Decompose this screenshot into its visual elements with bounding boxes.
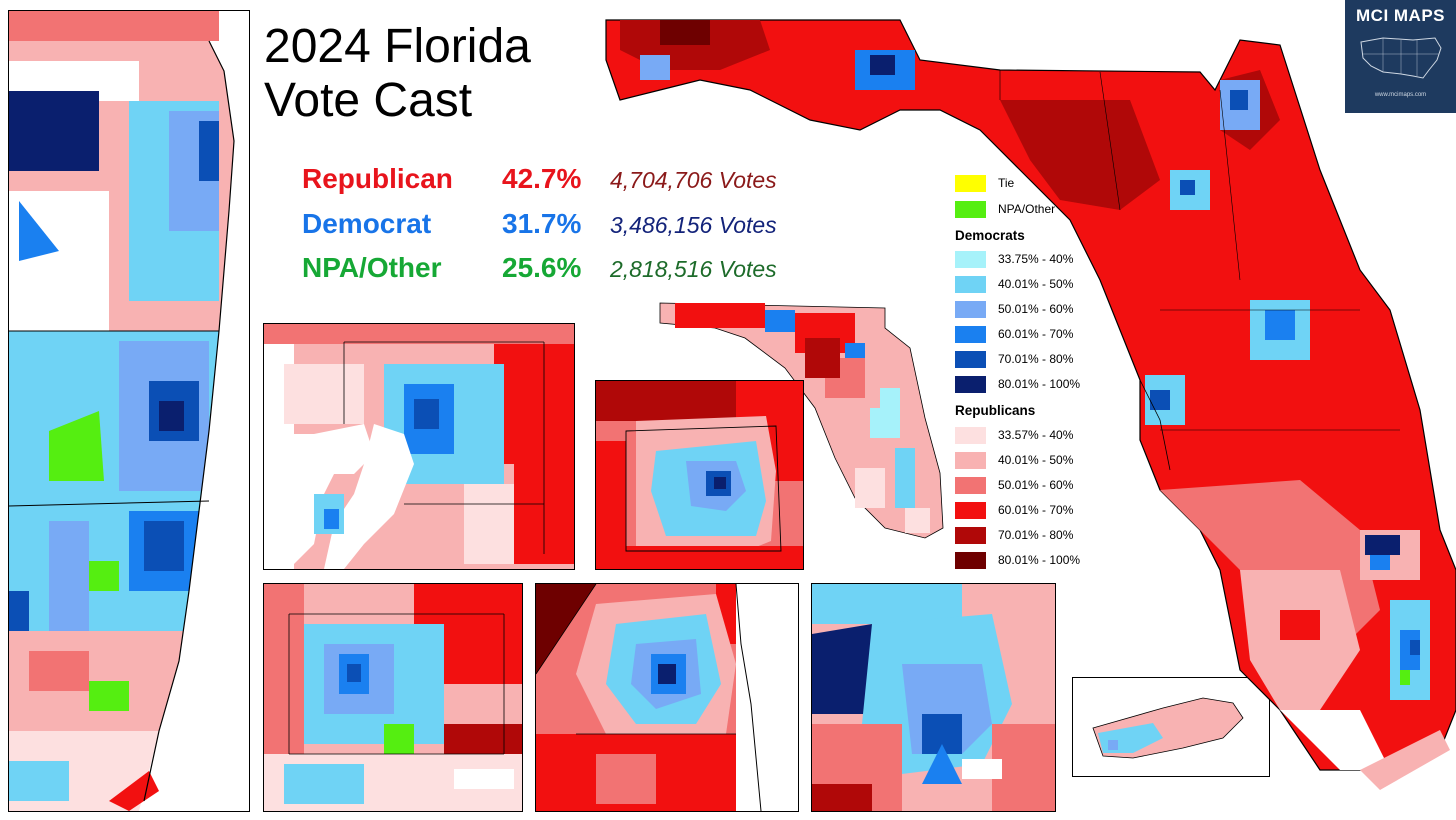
result-party: Republican bbox=[302, 163, 453, 194]
legend-label: 50.01% - 60% bbox=[998, 478, 1074, 492]
legend-swatch bbox=[955, 477, 986, 494]
inset-southeast-florida bbox=[8, 10, 250, 812]
orlando-map bbox=[264, 584, 522, 811]
inset-florida-keys bbox=[1072, 677, 1270, 777]
legend-label: Tie bbox=[998, 176, 1015, 190]
legend-heading-republicans: Republicans bbox=[955, 403, 1036, 418]
legend-label: 33.75% - 40% bbox=[998, 252, 1074, 266]
southeast-florida-map bbox=[9, 11, 249, 811]
result-votes: 3,486,156 Votes bbox=[610, 212, 777, 238]
result-percent: 42.7% bbox=[502, 163, 582, 194]
legend-swatch bbox=[955, 301, 986, 318]
legend-label: 70.01% - 80% bbox=[998, 352, 1074, 366]
legend-swatch bbox=[955, 427, 986, 444]
legend-label: 40.01% - 50% bbox=[998, 277, 1074, 291]
legend-swatch bbox=[955, 502, 986, 519]
legend-swatch bbox=[955, 452, 986, 469]
legend-label: 70.01% - 80% bbox=[998, 528, 1074, 542]
result-percent: 31.7% bbox=[502, 208, 582, 239]
title-line-2: Vote Cast bbox=[264, 74, 473, 127]
legend-label: 80.01% - 100% bbox=[998, 553, 1081, 567]
legend-swatch bbox=[955, 326, 986, 343]
legend-label: 33.57% - 40% bbox=[998, 428, 1074, 442]
inset-tampa-bay bbox=[263, 323, 575, 570]
tampa-bay-map bbox=[264, 324, 574, 569]
legend-label: 50.01% - 60% bbox=[998, 302, 1074, 316]
inset-gainesville bbox=[595, 380, 804, 570]
legend-swatch bbox=[955, 251, 986, 268]
legend-label: 60.01% - 70% bbox=[998, 503, 1074, 517]
florida-keys-map bbox=[1092, 697, 1244, 759]
map-title: 2024 Florida Vote Cast bbox=[264, 20, 531, 128]
legend-swatch bbox=[955, 351, 986, 368]
gainesville-map bbox=[596, 381, 803, 569]
tallahassee-map bbox=[812, 584, 1055, 811]
result-percent: 25.6% bbox=[502, 252, 582, 283]
county-level-florida-map bbox=[659, 302, 944, 539]
legend-label: 80.01% - 100% bbox=[998, 377, 1081, 391]
legend-heading-democrats: Democrats bbox=[955, 228, 1025, 243]
legend-swatch bbox=[955, 175, 986, 192]
inset-jacksonville bbox=[535, 583, 799, 812]
legend-swatch bbox=[955, 552, 986, 569]
florida-precinct-map bbox=[605, 19, 1456, 790]
result-votes: 2,818,516 Votes bbox=[610, 256, 777, 282]
legend-swatch bbox=[955, 276, 986, 293]
mci-maps-logo: MCI MAPS www.mcimaps.com bbox=[1345, 0, 1456, 113]
inset-orlando bbox=[263, 583, 523, 812]
legend-swatch bbox=[955, 201, 986, 218]
result-votes: 4,704,706 Votes bbox=[610, 167, 777, 193]
legend-label: NPA/Other bbox=[998, 202, 1056, 216]
result-party: Democrat bbox=[302, 208, 432, 239]
logo-text: MCI MAPS bbox=[1356, 6, 1445, 25]
inset-tallahassee bbox=[811, 583, 1056, 812]
legend-label: 40.01% - 50% bbox=[998, 453, 1074, 467]
legend-swatch bbox=[955, 527, 986, 544]
legend-label: 60.01% - 70% bbox=[998, 327, 1074, 341]
logo-url: www.mcimaps.com bbox=[1374, 92, 1427, 98]
result-party: NPA/Other bbox=[302, 252, 442, 283]
usa-outline-icon bbox=[1360, 37, 1442, 79]
jacksonville-map bbox=[536, 584, 798, 811]
legend-swatch bbox=[955, 376, 986, 393]
title-line-1: 2024 Florida bbox=[264, 20, 531, 73]
